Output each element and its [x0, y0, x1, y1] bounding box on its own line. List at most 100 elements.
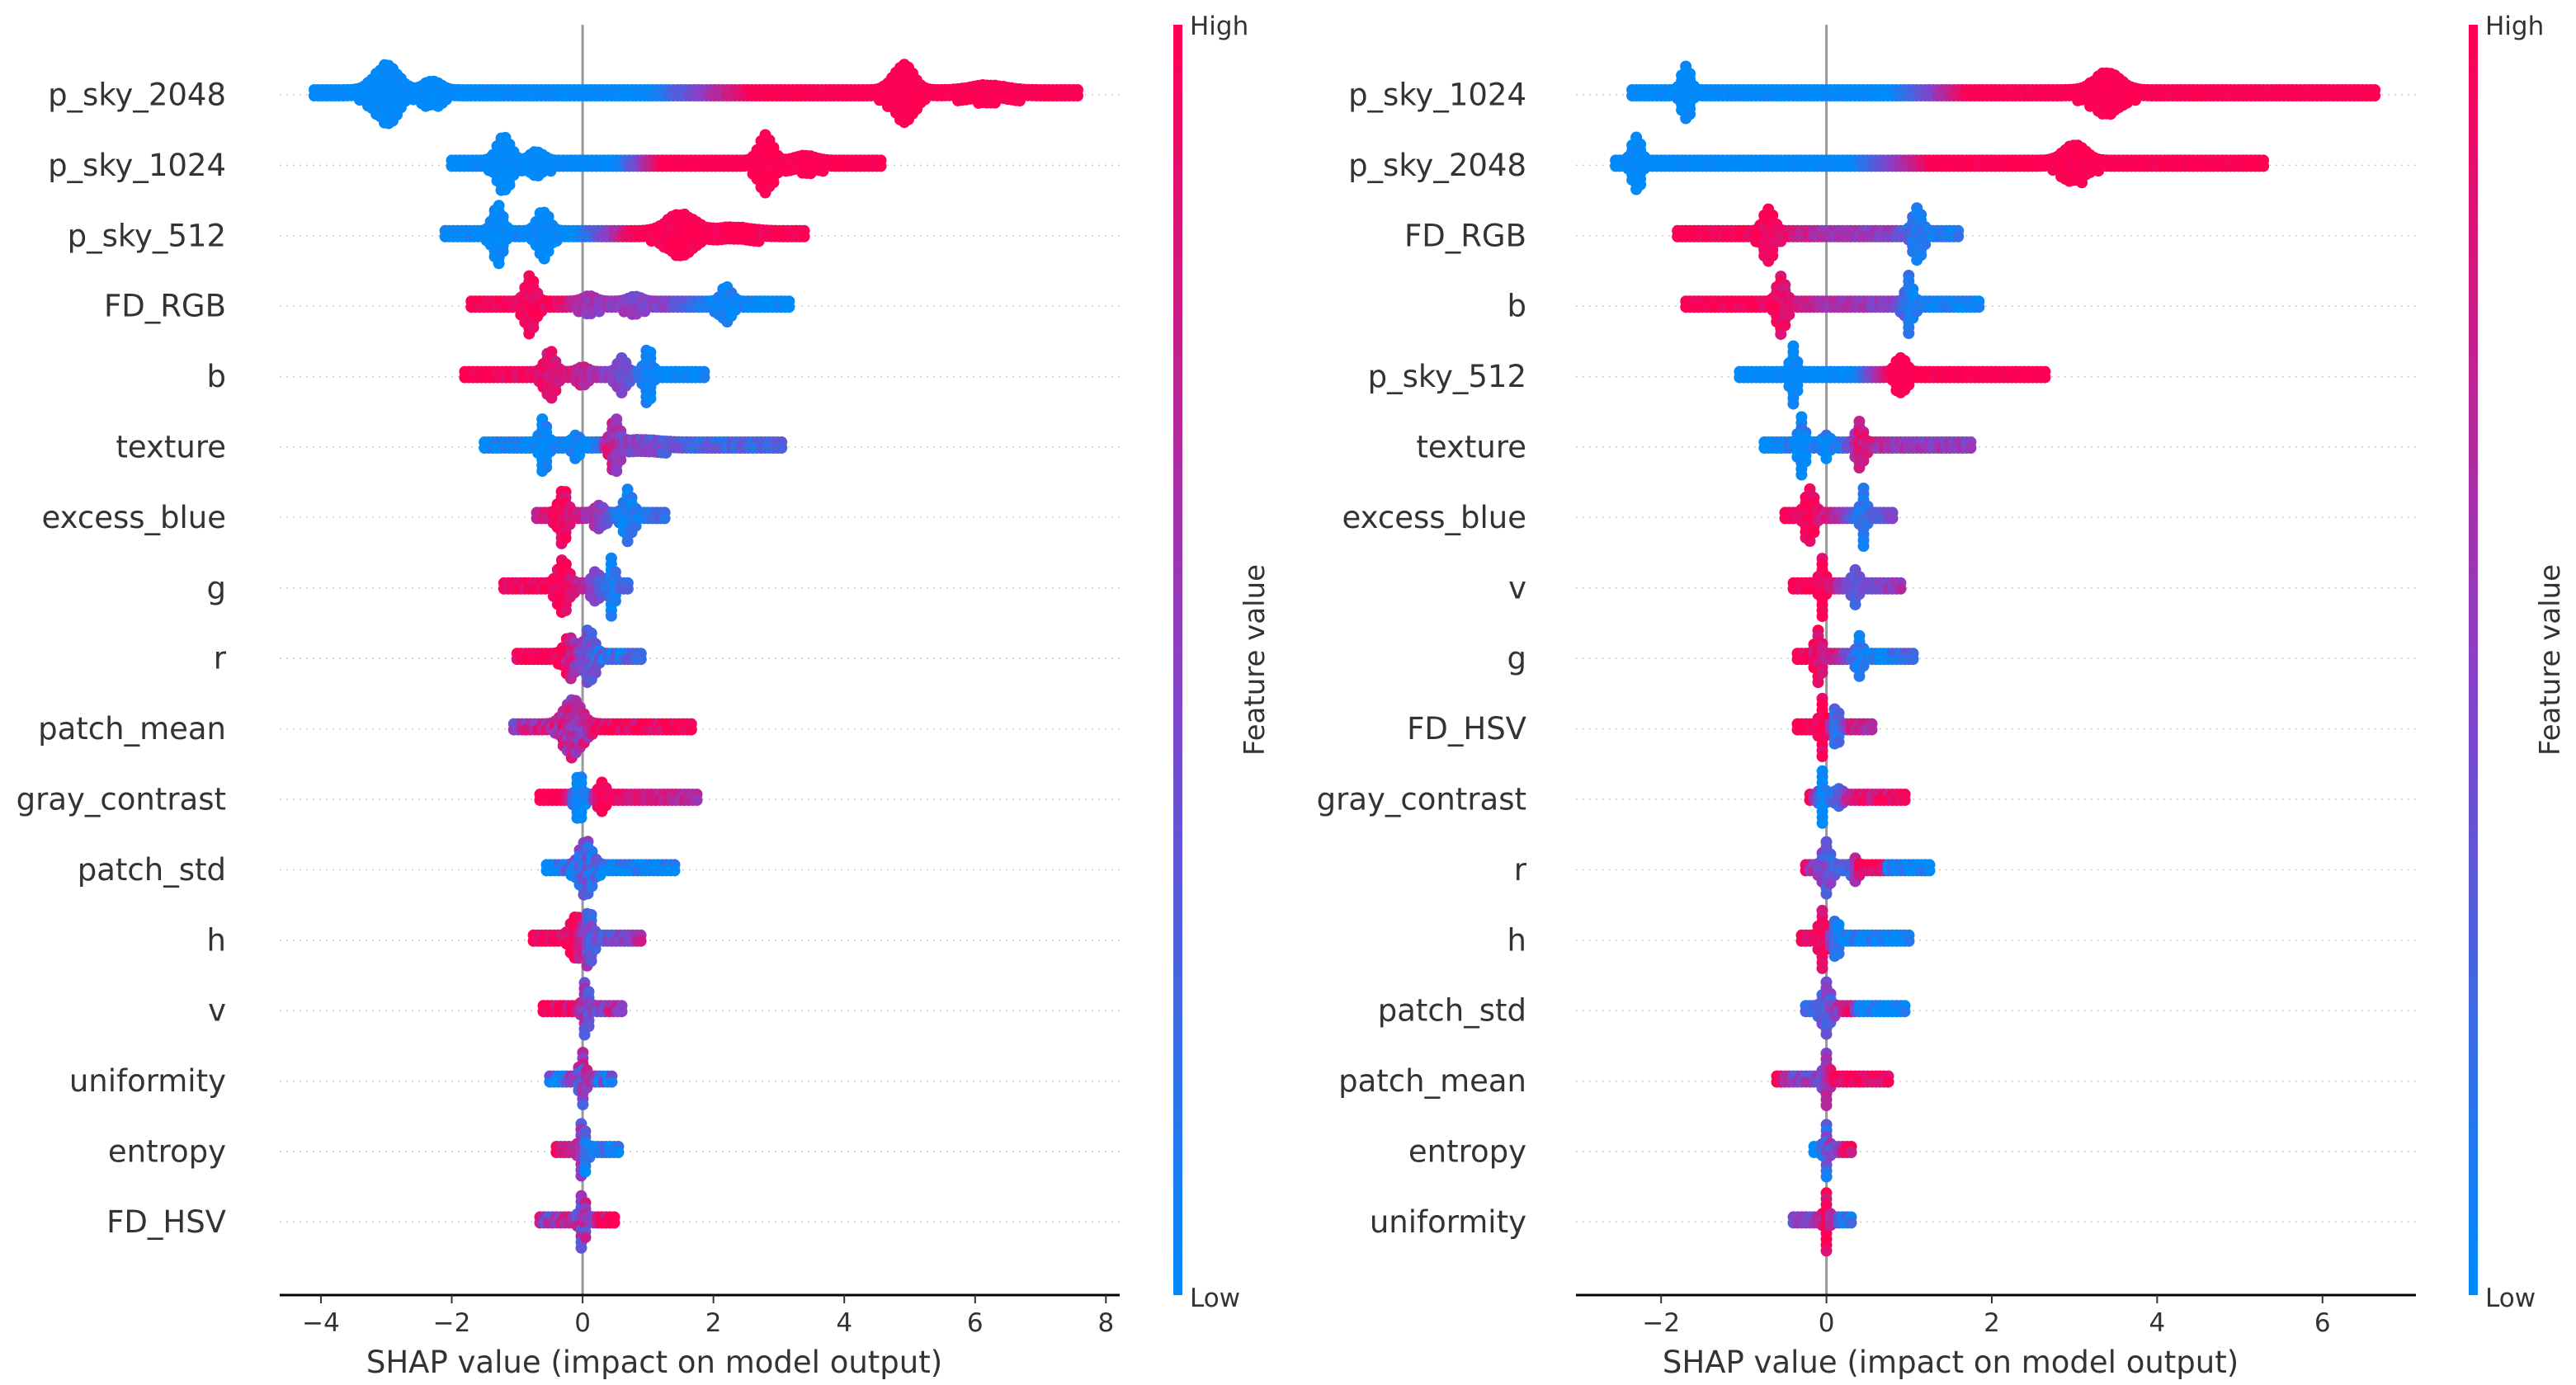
shap-dot: [540, 461, 553, 473]
shap-dot: [550, 384, 562, 397]
shap-dot: [1804, 535, 1816, 547]
shap-dot: [1787, 398, 1800, 410]
feature-label: b: [207, 359, 227, 394]
shap-dot: [1816, 667, 1828, 679]
feature-dots-FD_HSV: [534, 1189, 620, 1254]
feature-label: gray_contrast: [17, 782, 226, 817]
feature-label: entropy: [108, 1134, 226, 1170]
shap-dot: [621, 582, 634, 595]
left-beeswarm-panel: p_sky_2048p_sky_1024p_sky_512FD_RGBbtext…: [17, 12, 1271, 1380]
feature-label: uniformity: [69, 1063, 226, 1099]
colorbar: [1173, 25, 1182, 1295]
feature-dots-p_sky_2048: [1610, 131, 2270, 196]
shap-dot: [1915, 249, 1927, 261]
shap-dot: [1779, 319, 1791, 332]
feature-dots-h: [527, 907, 647, 972]
shap-dot: [1833, 736, 1845, 748]
feature-label: g: [1507, 641, 1527, 676]
shap-dot: [668, 864, 681, 877]
feature-label: p_sky_512: [68, 218, 226, 253]
shap-dot: [1767, 250, 1779, 261]
shap-dot: [606, 1076, 618, 1088]
shap-dot: [579, 1232, 592, 1244]
shap-dot: [542, 245, 554, 257]
feature-label: FD_RGB: [1404, 218, 1526, 253]
feature-dots-p_sky_512: [1734, 340, 2051, 410]
feature-dots-patch_std: [540, 836, 681, 901]
feature-dots-excess_blue: [1779, 483, 1899, 552]
shap-dot: [1923, 864, 1936, 877]
shap-dot: [585, 955, 597, 967]
feature-dots-uniformity: [544, 1047, 618, 1110]
shap-dot: [575, 1241, 587, 1254]
shap-dot: [783, 301, 795, 313]
feature-label: p_sky_512: [1368, 359, 1526, 394]
shap-dot: [1684, 108, 1696, 120]
feature-label: patch_mean: [38, 711, 226, 747]
x-tick-label: 4: [836, 1308, 852, 1338]
feature-label: texture: [1416, 430, 1526, 465]
shap-dot: [1853, 670, 1866, 682]
shap-dot: [2039, 371, 2051, 384]
feature-dots-g: [498, 552, 634, 622]
shap-dot: [1903, 327, 1915, 339]
feature-dots-h: [1795, 904, 1915, 974]
shap-dot: [798, 230, 810, 243]
shap-dot: [527, 322, 540, 334]
feature-label: p_sky_2048: [1348, 148, 1526, 183]
feature-label: gray_contrast: [1317, 782, 1526, 817]
feature-label: r: [1514, 852, 1527, 888]
feature-label: texture: [116, 430, 226, 465]
shap-dot: [497, 245, 509, 257]
feature-dots-p_sky_512: [439, 200, 810, 270]
shap-dot: [1820, 888, 1833, 900]
shap-dot: [685, 723, 697, 736]
shap-dot: [1635, 178, 1647, 191]
shap-dot: [2369, 90, 2381, 101]
feature-dots-p_sky_1024: [446, 129, 887, 199]
shap-dot: [575, 812, 587, 824]
shap-dot: [1775, 328, 1787, 341]
feature-label: h: [207, 922, 226, 958]
feature-dots-patch_mean: [1771, 1048, 1894, 1111]
feature-label: patch_mean: [1338, 1063, 1526, 1099]
shap-dot: [1907, 653, 1919, 666]
shap-dot: [503, 179, 516, 191]
shap-dot: [559, 532, 572, 544]
feature-label: FD_HSV: [106, 1204, 226, 1240]
feature-dots-gray_contrast: [1804, 765, 1911, 829]
feature-label: v: [1508, 570, 1526, 605]
shap-dot: [698, 371, 710, 384]
shap-dot: [589, 667, 602, 679]
shap-dot: [2258, 160, 2270, 172]
feature-dots-r: [511, 624, 647, 689]
colorbar-high-label: High: [1190, 12, 1248, 41]
shap-dot: [776, 442, 788, 454]
shap-dot: [1820, 1100, 1833, 1111]
shap-dot: [579, 1166, 592, 1178]
x-tick-label: 8: [1097, 1308, 1114, 1338]
feature-dots-p_sky_2048: [309, 59, 1083, 130]
shap-dot: [615, 454, 627, 466]
shap-dot: [1791, 384, 1804, 397]
shap-dot: [1072, 90, 1083, 101]
feature-label: FD_RGB: [104, 289, 226, 324]
feature-dots-entropy: [550, 1118, 625, 1182]
shap-dot: [1812, 676, 1824, 689]
shap-dot: [1973, 301, 1985, 313]
feature-label: entropy: [1408, 1134, 1526, 1170]
shap-dot: [493, 257, 505, 270]
feature-dots-patch_mean: [507, 694, 697, 764]
shap-dot: [583, 1020, 595, 1033]
x-tick-label: −2: [433, 1308, 471, 1338]
shap-dot: [1816, 817, 1828, 829]
shap-dot: [1899, 794, 1911, 806]
feature-dots-FD_RGB: [465, 270, 795, 340]
shap-dot: [609, 595, 621, 607]
shap-dot: [644, 393, 657, 405]
feature-label: p_sky_2048: [48, 78, 226, 113]
shap-dot: [1882, 1076, 1894, 1088]
shap-dot: [611, 465, 623, 478]
x-axis-label: SHAP value (impact on model output): [366, 1345, 942, 1380]
feature-dots-FD_HSV: [1791, 692, 1878, 762]
